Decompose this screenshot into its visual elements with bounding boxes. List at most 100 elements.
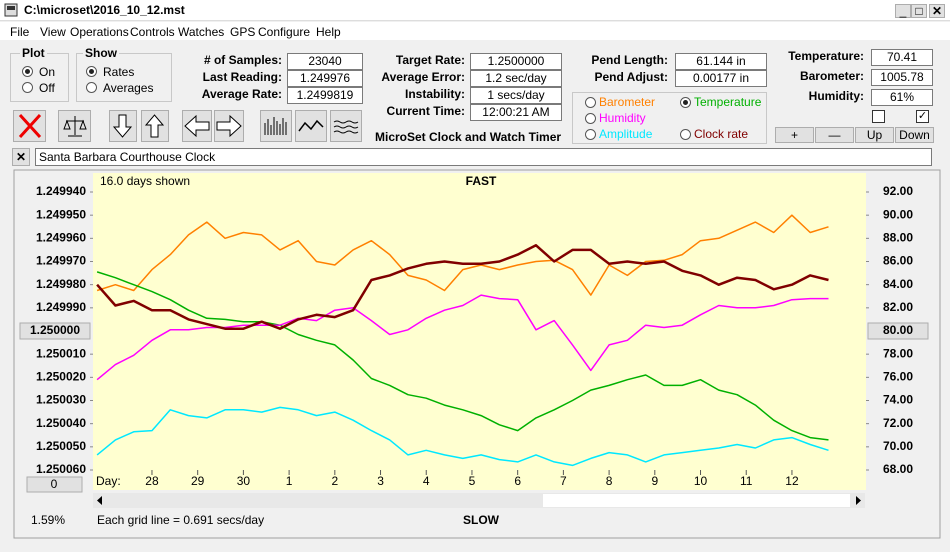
x-tick-label: 2 bbox=[331, 474, 338, 488]
days-shown: 16.0 days shown bbox=[100, 174, 190, 188]
legend-label: Clock rate bbox=[694, 127, 749, 141]
menu-item[interactable]: Operations bbox=[70, 25, 129, 39]
menu-bar bbox=[0, 22, 950, 40]
field-label: Instability: bbox=[404, 87, 465, 101]
offset-button[interactable] bbox=[26, 476, 83, 493]
offset-button-label: 0 bbox=[51, 477, 58, 491]
checkbox[interactable]: ✓ bbox=[916, 110, 929, 123]
scroll-thumb[interactable] bbox=[543, 494, 850, 507]
legend-radio[interactable] bbox=[680, 129, 691, 140]
radio-label: Rates bbox=[103, 65, 135, 79]
sensor-button[interactable]: — bbox=[815, 127, 854, 143]
legend-label: Amplitude bbox=[599, 127, 653, 141]
slow-label: SLOW bbox=[463, 513, 500, 527]
x-tick-label: 1 bbox=[286, 474, 293, 488]
legend-label: Temperature bbox=[694, 95, 762, 109]
menu-item[interactable]: Watches bbox=[178, 25, 225, 39]
series-line bbox=[96, 406, 829, 467]
x-tick-label: 8 bbox=[606, 474, 613, 488]
app-name: MicroSet Clock and Watch Timer bbox=[375, 130, 562, 144]
menu-item[interactable]: GPS bbox=[230, 25, 256, 39]
sensor-button[interactable]: + bbox=[775, 127, 814, 143]
y-tick-label: 1.250040 bbox=[36, 416, 86, 430]
sensor-button[interactable]: Up bbox=[855, 127, 894, 143]
x-axis-label: Day: bbox=[96, 474, 121, 488]
menu-item[interactable]: Configure bbox=[258, 25, 311, 39]
field-label: Barometer: bbox=[799, 69, 864, 83]
sensor-button[interactable]: Down bbox=[895, 127, 934, 143]
menu-item[interactable]: Controls bbox=[130, 25, 175, 39]
y2-tick-label: 90.00 bbox=[883, 207, 913, 221]
minimize-button[interactable]: _ bbox=[895, 4, 911, 18]
field-value: 23040 bbox=[287, 53, 363, 70]
menu-item[interactable]: View bbox=[40, 25, 66, 39]
bars-button[interactable] bbox=[260, 110, 292, 142]
y-tick-label: 1.249940 bbox=[36, 184, 86, 198]
down-button[interactable] bbox=[109, 110, 137, 142]
y2-tick-label: 72.00 bbox=[883, 416, 913, 430]
y2-tick-label: 70.00 bbox=[883, 439, 913, 453]
field-label: Target Rate: bbox=[395, 53, 465, 67]
clear-button[interactable]: ✕ bbox=[12, 148, 30, 166]
y-tick-button bbox=[19, 322, 91, 340]
legend-radio[interactable] bbox=[585, 129, 596, 140]
series-group bbox=[572, 92, 767, 144]
menu-item[interactable]: File bbox=[10, 25, 30, 39]
show-group bbox=[76, 53, 172, 102]
title-bar bbox=[0, 0, 950, 21]
y2-tick-label: 86.00 bbox=[883, 254, 913, 268]
clock-name-input[interactable]: Santa Barbara Courthouse Clock bbox=[35, 148, 932, 166]
field-label: Pend Adjust: bbox=[594, 70, 668, 84]
y-tick-label: 1.249980 bbox=[36, 277, 86, 291]
field-value: 1.2500000 bbox=[470, 53, 562, 70]
close-button[interactable]: ✕ bbox=[929, 4, 945, 18]
y-tick-label: 1.250010 bbox=[36, 346, 86, 360]
series-line bbox=[96, 214, 829, 296]
y-tick-label: 1.250030 bbox=[36, 393, 86, 407]
field-value: 0.00177 in bbox=[675, 70, 767, 87]
field-value: 12:00:21 AM bbox=[470, 104, 562, 121]
radio-button[interactable] bbox=[22, 66, 33, 77]
maximize-button[interactable]: □ bbox=[911, 4, 927, 18]
legend-radio[interactable] bbox=[680, 97, 691, 108]
y2-tick-label: 68.00 bbox=[883, 462, 913, 476]
radio-button[interactable] bbox=[86, 82, 97, 93]
radio-button[interactable] bbox=[22, 82, 33, 93]
stop-button[interactable] bbox=[13, 110, 46, 142]
line-button[interactable] bbox=[295, 110, 327, 142]
legend-radio[interactable] bbox=[585, 97, 596, 108]
x-tick-label: 4 bbox=[423, 474, 430, 488]
field-label: Current Time: bbox=[386, 104, 465, 118]
fast-label: FAST bbox=[466, 174, 497, 188]
radio-button[interactable] bbox=[86, 66, 97, 77]
field-label: Temperature: bbox=[788, 49, 864, 63]
y2-tick-label: 74.00 bbox=[883, 393, 913, 407]
field-label: Average Error: bbox=[381, 70, 465, 84]
y-tick-label: 1.250060 bbox=[36, 462, 86, 476]
y-tick-label: 1.250020 bbox=[36, 370, 86, 384]
y2-tick-label: 82.00 bbox=[883, 300, 913, 314]
up-button[interactable] bbox=[141, 110, 169, 142]
y-tick-label: 1.249970 bbox=[36, 254, 86, 268]
x-tick-label: 9 bbox=[651, 474, 658, 488]
y2-tick-label: 78.00 bbox=[883, 346, 913, 360]
checkbox[interactable] bbox=[872, 110, 885, 123]
field-value: 1.249976 bbox=[287, 70, 363, 87]
right-button[interactable] bbox=[214, 110, 244, 142]
legend-radio[interactable] bbox=[585, 113, 596, 124]
y-tick-label: 1.250050 bbox=[36, 439, 86, 453]
x-tick-label: 30 bbox=[237, 474, 251, 488]
y-tick-label: 1.249950 bbox=[36, 207, 86, 221]
y-tick-label: 1.250000 bbox=[30, 323, 80, 337]
balance-button[interactable] bbox=[58, 110, 91, 142]
group-title: Plot bbox=[20, 46, 47, 60]
left-button[interactable] bbox=[182, 110, 212, 142]
noise-button[interactable] bbox=[330, 110, 362, 142]
menu-item[interactable]: Help bbox=[316, 25, 341, 39]
field-label: Pend Length: bbox=[591, 53, 668, 67]
x-tick-label: 10 bbox=[694, 474, 708, 488]
group-title: Show bbox=[83, 46, 119, 60]
app-icon bbox=[4, 3, 18, 17]
